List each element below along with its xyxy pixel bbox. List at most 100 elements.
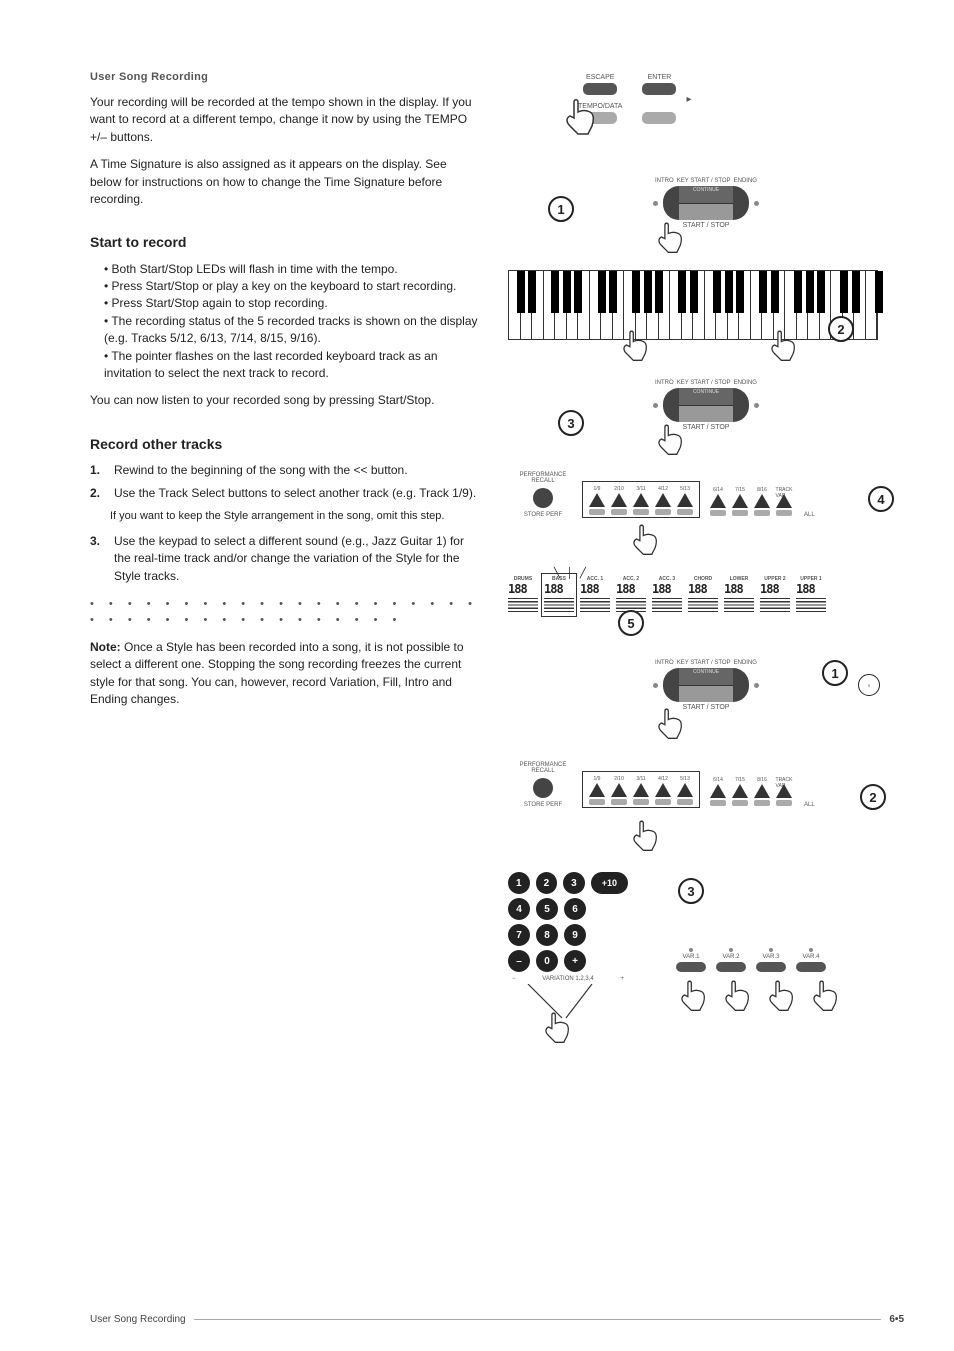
- keyboard-diagram[interactable]: [508, 270, 878, 340]
- escape-label: ESCAPE: [586, 74, 614, 81]
- escape-enter-diagram: ESCAPE TEMPO/DATA ENTER . ▸: [578, 74, 758, 124]
- circled-step-b3: 3: [678, 878, 704, 904]
- hand-pointer-icon: [766, 328, 800, 362]
- page-number: 6•5: [889, 1314, 904, 1325]
- numeric-keypad: 123 +10 456 789 –0 + −VARIATION 1,2,3,4+: [508, 872, 628, 982]
- start-stop-control-1: INTROKEY START / STOPENDING CONTINUE STA…: [621, 178, 791, 229]
- keypad-footer: −VARIATION 1,2,3,4+: [508, 976, 628, 982]
- rec-step-3: Press Start/Stop again to stop recording…: [104, 295, 480, 312]
- hand-pointer-icon: [720, 978, 754, 1012]
- track-select-button[interactable]: 5/13: [675, 486, 695, 515]
- note-lead: Note:: [90, 640, 124, 654]
- perf-recall-button[interactable]: [533, 488, 553, 508]
- track-var-button[interactable]: TRACK VAR: [774, 487, 794, 516]
- rewind-button[interactable]: [663, 668, 679, 702]
- intro-button[interactable]: [663, 186, 679, 220]
- track-display: CHORD188: [688, 576, 718, 614]
- intro-para-1: Your recording will be recorded at the t…: [90, 94, 480, 146]
- circled-step-3: 3: [558, 410, 584, 436]
- hand-pointer-icon: [628, 522, 662, 556]
- startstop-label: START / STOP: [621, 222, 791, 229]
- variation-button[interactable]: VAR.2: [716, 948, 746, 972]
- track-select-button[interactable]: 1/9: [587, 486, 607, 515]
- track-display: LOWER188: [724, 576, 754, 614]
- circled-step-1: 1: [548, 196, 574, 222]
- keypad-button[interactable]: 9: [564, 924, 586, 946]
- track-select-button[interactable]: 4/12: [653, 776, 673, 805]
- ffwd-button[interactable]: [733, 668, 749, 702]
- intro-button[interactable]: [663, 388, 679, 422]
- track-select-button[interactable]: 3/11: [631, 776, 651, 805]
- keypad-button[interactable]: 4: [508, 898, 530, 920]
- ending-button[interactable]: [733, 186, 749, 220]
- rec-tail: You can now listen to your recorded song…: [90, 392, 480, 409]
- track-select-button[interactable]: 7/15: [730, 777, 750, 806]
- start-stop-button[interactable]: [679, 406, 733, 422]
- track-select-button[interactable]: 8/16: [752, 777, 772, 806]
- start-stop-control-3: INTROKEY START / STOPENDING CONTINUE STA…: [621, 660, 791, 711]
- variation-button[interactable]: VAR.1: [676, 948, 706, 972]
- hand-pointer-icon: [560, 96, 600, 136]
- all-label: ALL: [804, 802, 815, 808]
- footer-label: User Song Recording: [90, 1314, 186, 1325]
- tempo-plus-button[interactable]: [642, 112, 676, 124]
- rec-step-4: The recording status of the 5 recorded t…: [104, 313, 480, 348]
- track-select-button[interactable]: 4/12: [653, 486, 673, 515]
- track-select-button[interactable]: 6/14: [708, 487, 728, 516]
- keypad-button[interactable]: 5: [536, 898, 558, 920]
- track-display: ACC. 1188: [580, 576, 610, 614]
- perf-recall-button[interactable]: [533, 778, 553, 798]
- circled-step-4: 4: [868, 486, 894, 512]
- more-text-3: Use the keypad to select a different sou…: [114, 533, 480, 585]
- start-stop-control-2: INTROKEY START / STOPENDING CONTINUE STA…: [621, 380, 791, 431]
- variation-button[interactable]: VAR.3: [756, 948, 786, 972]
- hand-pointer-icon: [653, 220, 687, 254]
- keypad-button[interactable]: 3: [563, 872, 585, 894]
- page-breadcrumb: User Song Recording: [90, 70, 480, 86]
- track-display-row: DRUMS188BASS188ACC. 1188ACC. 2188ACC. 31…: [508, 576, 904, 614]
- track-display: ACC. 2188: [616, 576, 646, 614]
- more-num-1: 1.: [90, 462, 108, 479]
- track-select-button[interactable]: 3/11: [631, 486, 651, 515]
- track-display: UPPER 1188: [796, 576, 826, 614]
- keypad-plus10-button[interactable]: +10: [591, 872, 628, 894]
- keypad-button[interactable]: +: [564, 950, 586, 972]
- continue-button[interactable]: CONTINUE: [679, 186, 733, 204]
- enter-button[interactable]: [642, 83, 676, 95]
- hand-pointer-icon: [676, 978, 710, 1012]
- rec-step-1: Both Start/Stop LEDs will flash in time …: [104, 261, 480, 278]
- keypad-button[interactable]: 1: [508, 872, 530, 894]
- keypad-button[interactable]: 8: [536, 924, 558, 946]
- page-footer: User Song Recording 6•5: [90, 1314, 904, 1325]
- variation-button[interactable]: VAR.4: [796, 948, 826, 972]
- keypad-button[interactable]: 0: [536, 950, 558, 972]
- note-para: Note: Once a Style has been recorded int…: [90, 639, 480, 709]
- rec-step-5: The pointer flashes on the last recorded…: [104, 348, 480, 383]
- track-select-button[interactable]: 2/10: [609, 486, 629, 515]
- track-select-button[interactable]: 5/13: [675, 776, 695, 805]
- circled-step-b1: 1: [822, 660, 848, 686]
- keypad-button[interactable]: 2: [536, 872, 558, 894]
- track-select-button[interactable]: 6/14: [708, 777, 728, 806]
- more-num-3: 3.: [90, 533, 108, 585]
- track-select-button[interactable]: 7/15: [730, 487, 750, 516]
- start-stop-button[interactable]: [679, 204, 733, 220]
- keypad-button[interactable]: 6: [564, 898, 586, 920]
- circled-step-2: 2: [828, 316, 854, 342]
- hand-pointer-icon: [764, 978, 798, 1012]
- hand-pointer-icon: [618, 328, 652, 362]
- hand-pointer-icon: [628, 818, 662, 852]
- keypad-button[interactable]: 7: [508, 924, 530, 946]
- track-display: DRUMS188: [508, 576, 538, 614]
- track-select-button[interactable]: 8/16: [752, 487, 772, 516]
- track-select-button[interactable]: 1/9: [587, 776, 607, 805]
- variation-buttons: VAR.1 VAR.2 VAR.3 VAR.4: [676, 948, 842, 972]
- track-select-button[interactable]: 2/10: [609, 776, 629, 805]
- ending-button[interactable]: [733, 388, 749, 422]
- track-var-button[interactable]: TRACK VAR: [774, 777, 794, 806]
- start-stop-button[interactable]: [679, 686, 733, 702]
- keypad-button[interactable]: –: [508, 950, 530, 972]
- track-select-strip-2: PERFORMANCE RECALL STORE PERF 1/92/103/1…: [508, 762, 904, 808]
- escape-button[interactable]: [583, 83, 617, 95]
- hand-pointer-icon: [808, 978, 842, 1012]
